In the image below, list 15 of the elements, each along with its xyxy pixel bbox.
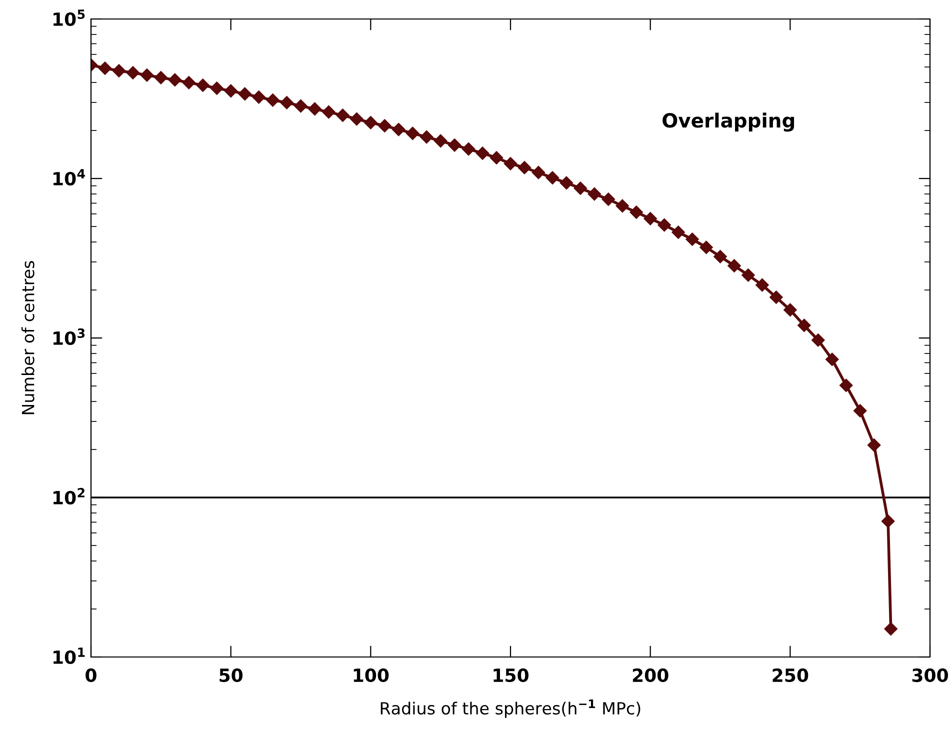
x-tick-label: 200	[632, 668, 668, 682]
y-tick-label: 10$^{5}$	[54, 10, 85, 26]
y-tick-label: 10$^{4}$	[54, 169, 85, 186]
x-axis-title: Radius of the spheres(h$^{−1}$ MPc)	[380, 699, 640, 718]
y-axis-title: Number of centres	[21, 261, 34, 414]
y-tick-label: 10$^{1}$	[54, 648, 85, 664]
x-tick-label: 50	[220, 668, 243, 682]
x-tick-label: 150	[494, 668, 528, 682]
x-tick-label: 250	[772, 668, 808, 682]
y-tick-label: 10$^{2}$	[54, 488, 84, 504]
annotation: Overlapping	[662, 112, 794, 132]
y-tick-label: 10$^{3}$	[54, 328, 85, 345]
x-tick-label: 300	[912, 668, 948, 682]
x-tick-label: 0	[86, 668, 96, 682]
x-tick-label: 100	[354, 668, 389, 682]
